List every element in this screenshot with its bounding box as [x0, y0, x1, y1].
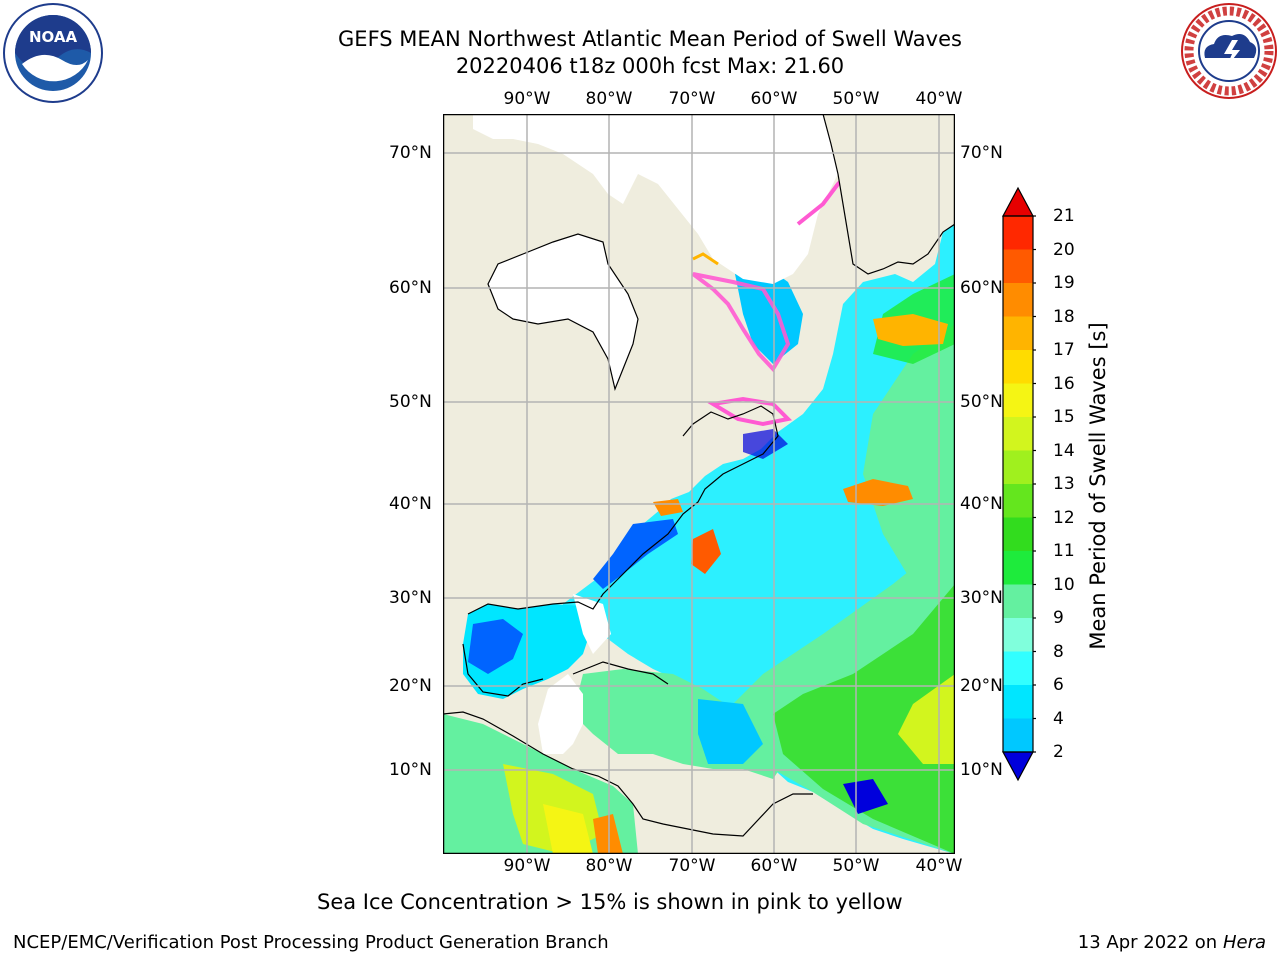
lat-tick-left: 20°N [389, 676, 432, 696]
lon-tick-bottom: 40°W [915, 856, 963, 876]
colorbar-tick-label: 13 [1053, 474, 1075, 494]
lat-tick-right: 20°N [960, 676, 1003, 696]
colorbar-tick-label: 14 [1053, 440, 1075, 461]
footer-date-text: 13 Apr 2022 on [1077, 932, 1223, 953]
colorbar-tick-label: 17 [1053, 340, 1075, 360]
graticule [443, 114, 955, 854]
lon-tick-bottom: 70°W [668, 856, 716, 876]
colorbar-tick-label: 18 [1053, 306, 1075, 327]
lon-tick-top: 90°W [503, 89, 551, 109]
lat-tick-right: 30°N [960, 588, 1003, 608]
colorbar-segment [1003, 383, 1033, 418]
chart-title: GEFS MEAN Northwest Atlantic Mean Period… [338, 27, 962, 51]
colorbar-segment [1003, 551, 1033, 585]
lon-tick-bottom: 60°W [750, 856, 798, 876]
chart-subtitle: 20220406 t18z 000h fcst Max: 21.60 [455, 54, 845, 78]
svg-text:NOAA: NOAA [29, 28, 78, 46]
colorbar-tick-label: 16 [1053, 373, 1075, 394]
colorbar-over-triangle [1001, 186, 1035, 217]
lon-tick-top: 60°W [750, 89, 798, 109]
map-panel [443, 114, 955, 854]
colorbar-tick-label: 8 [1053, 641, 1064, 662]
lon-tick-top: 80°W [585, 89, 633, 109]
colorbar-tick-label: 9 [1053, 608, 1064, 628]
lon-tick-bottom: 90°W [503, 856, 551, 876]
lon-tick-top: 40°W [915, 89, 963, 109]
lat-tick-right: 40°N [960, 494, 1003, 514]
colorbar-segment [1003, 517, 1033, 552]
colorbar-tick-label: 6 [1053, 675, 1064, 695]
colorbar-segment [1003, 283, 1033, 317]
colorbar-tick-label: 12 [1053, 507, 1075, 528]
colorbar-segment [1003, 618, 1033, 652]
lat-tick-left: 60°N [389, 278, 432, 298]
colorbar-tick-label: 20 [1053, 239, 1075, 260]
colorbar-segment [1003, 651, 1033, 686]
footer-host: Hera [1222, 932, 1266, 953]
colorbar-tick-label: 11 [1053, 541, 1075, 561]
lon-tick-bottom: 50°W [832, 856, 880, 876]
lat-tick-left: 50°N [389, 392, 432, 412]
colorbar-tick-label: 4 [1053, 708, 1064, 729]
lon-tick-top: 50°W [832, 89, 880, 109]
lat-tick-right: 60°N [960, 278, 1003, 298]
footer-credit: NCEP/EMC/Verification Post Processing Pr… [13, 932, 609, 953]
footer-date: 13 Apr 2022 on Hera [1078, 932, 1266, 953]
colorbar-segment [1003, 417, 1033, 451]
sea-ice-caption: Sea Ice Concentration > 15% is shown in … [317, 890, 903, 914]
lon-tick-top: 70°W [668, 89, 716, 109]
colorbar-tick-label: 19 [1053, 273, 1075, 293]
colorbar-segment [1003, 685, 1033, 719]
colorbar-tick-label: 10 [1053, 574, 1075, 595]
hudson-bay [487, 233, 639, 391]
lon-tick-bottom: 80°W [585, 856, 633, 876]
colorbar-segment [1003, 718, 1033, 753]
lat-tick-right: 50°N [960, 392, 1003, 412]
colorbar [1001, 186, 1036, 782]
lat-tick-right: 10°N [960, 760, 1003, 780]
colorbar-segment [1003, 484, 1033, 518]
lat-tick-left: 40°N [389, 494, 432, 514]
colorbar-segment [1003, 316, 1033, 351]
colorbar-segment [1003, 216, 1033, 250]
colorbar-under-triangle [1001, 751, 1035, 782]
colorbar-tick-label: 2 [1053, 742, 1064, 762]
lat-tick-left: 10°N [389, 760, 432, 780]
colorbar-segment [1003, 350, 1033, 384]
colorbar-segment [1003, 450, 1033, 485]
colorbar-segment [1003, 249, 1033, 284]
coastline [443, 711, 813, 837]
colorbar-tick-label: 21 [1053, 206, 1075, 226]
nws-logo [1181, 3, 1277, 99]
lat-tick-left: 30°N [389, 588, 432, 608]
sea-ice-margin [691, 272, 791, 373]
lat-tick-left: 70°N [389, 143, 432, 163]
colorbar-title: Mean Period of Swell Waves [s] [1086, 322, 1110, 650]
noaa-logo: NOAA [3, 3, 103, 103]
colorbar-tick-label: 15 [1053, 407, 1075, 427]
lat-tick-right: 70°N [960, 143, 1003, 163]
colorbar-segment [1003, 584, 1033, 619]
